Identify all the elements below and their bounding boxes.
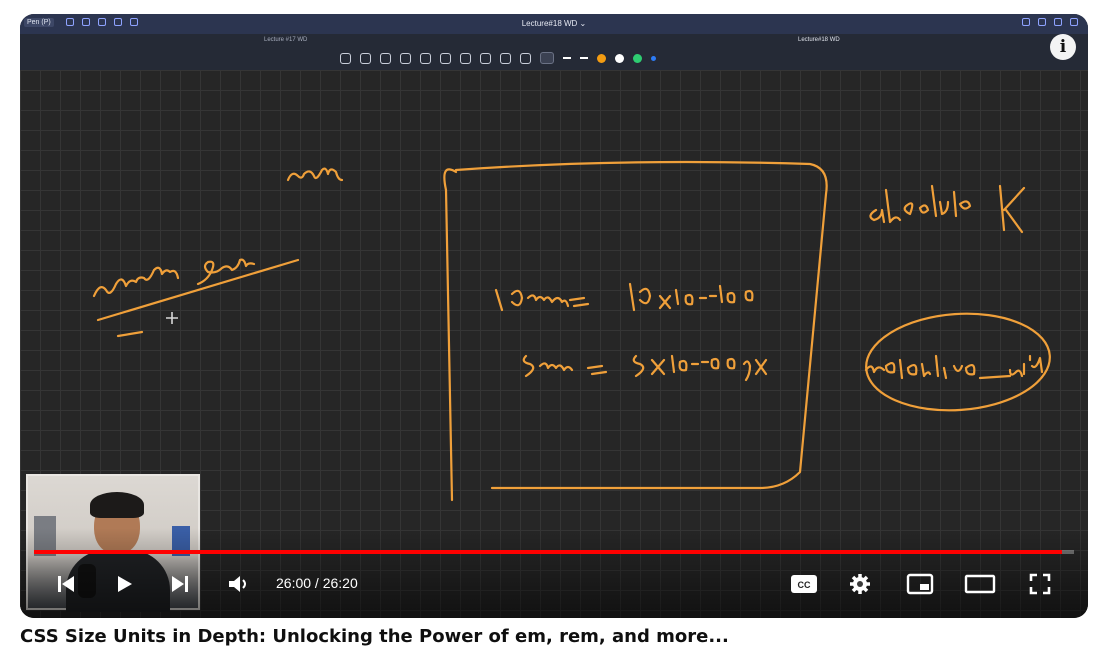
previous-button[interactable]: [54, 572, 78, 596]
app-window-title: Lecture#18 WD ⌄: [521, 19, 587, 28]
lasso-tool-icon: [420, 52, 431, 64]
share-icon: [114, 18, 122, 26]
image-tool-icon: [460, 52, 471, 64]
more-icon: [1070, 18, 1078, 26]
search-icon: [98, 18, 106, 26]
back-icon: [66, 18, 74, 26]
gear-icon: [850, 574, 870, 594]
theater-mode-icon: [964, 574, 996, 594]
fullscreen-button[interactable]: [1028, 572, 1052, 596]
bookmark-icon: [1022, 18, 1030, 26]
play-button[interactable]: [112, 572, 136, 596]
pen-mode-label: Pen (P): [24, 18, 54, 27]
pointer-cursor-icon: [166, 312, 178, 324]
text-tool-icon: [500, 52, 511, 64]
app-drawing-toolbar: [20, 48, 1088, 70]
pointer-tool-icon: [440, 52, 451, 64]
color-white-icon: [615, 53, 624, 63]
skip-previous-icon: [58, 576, 74, 592]
skip-next-icon: [172, 576, 188, 592]
theater-mode-button[interactable]: [964, 572, 996, 596]
miniplayer-icon: [906, 573, 934, 595]
handwriting-absolute: [869, 184, 1026, 234]
fullscreen-icon: [1029, 573, 1051, 595]
progress-bar[interactable]: [34, 550, 1074, 554]
volume-icon: [229, 576, 246, 592]
miniplayer-button[interactable]: [906, 572, 934, 596]
handwriting-underline: [96, 258, 300, 322]
shapes-tool-icon: [400, 52, 411, 64]
progress-played: [34, 550, 1062, 554]
app-tab-strip: Lecture #17 WD Lecture#18 WD: [20, 34, 1088, 48]
handwriting-rem: [286, 167, 344, 182]
captions-button[interactable]: CC: [790, 573, 818, 595]
video-player[interactable]: Pen (P) Lecture#18 WD ⌄ Lecture #17 WD L…: [20, 14, 1088, 618]
handwriting-relative: [864, 354, 1044, 380]
app-tab-lecture-18: Lecture#18 WD: [798, 37, 840, 43]
volume-button[interactable]: [226, 572, 252, 596]
eyedropper-tool-icon: [520, 52, 531, 64]
play-icon: [118, 576, 132, 592]
time-separator: /: [311, 575, 323, 591]
sidebar-icon: [82, 18, 90, 26]
app-right-icons: [1022, 18, 1078, 26]
handwriting-underline-2: [116, 330, 144, 338]
color-orange-icon: [597, 53, 606, 63]
add-page-icon: [1038, 18, 1046, 26]
svg-text:CC: CC: [798, 580, 811, 590]
close-icon: [1054, 18, 1062, 26]
app-left-icons: [66, 18, 138, 26]
handwriting-eq2: [522, 354, 768, 382]
next-button[interactable]: [168, 572, 192, 596]
color-green-icon: [633, 53, 642, 63]
settings-button[interactable]: [848, 572, 872, 596]
highlighter-tool-icon: [380, 52, 391, 64]
drawn-rectangle: [443, 160, 828, 502]
handwriting-layer: [92, 160, 1051, 502]
info-button[interactable]: i: [1050, 34, 1076, 60]
handwriting-eq1: [494, 282, 754, 312]
pen-tool-icon: [340, 52, 351, 64]
stroke-thin-icon: [563, 57, 571, 59]
handwriting-responsive: [92, 258, 256, 298]
app-title-bar: Pen (P) Lecture#18 WD ⌄: [20, 14, 1088, 34]
drawn-ellipse: [865, 312, 1051, 412]
stroke-medium-icon: [580, 57, 588, 59]
duration: 26:20: [322, 575, 358, 591]
time-display: 26:00 / 26:20: [276, 575, 358, 591]
video-title[interactable]: CSS Size Units in Depth: Unlocking the P…: [20, 626, 729, 647]
closed-captions-icon: CC: [791, 575, 817, 593]
keyboard-tool-icon: [480, 52, 491, 64]
mic-icon: [130, 18, 138, 26]
app-tab-lecture-17: Lecture #17 WD: [264, 37, 308, 43]
controls-gradient: [20, 528, 1088, 618]
color-blue-icon: [651, 55, 656, 61]
stroke-width-icon: [540, 52, 554, 64]
eraser-tool-icon: [360, 52, 371, 64]
current-time: 26:00: [276, 575, 312, 591]
